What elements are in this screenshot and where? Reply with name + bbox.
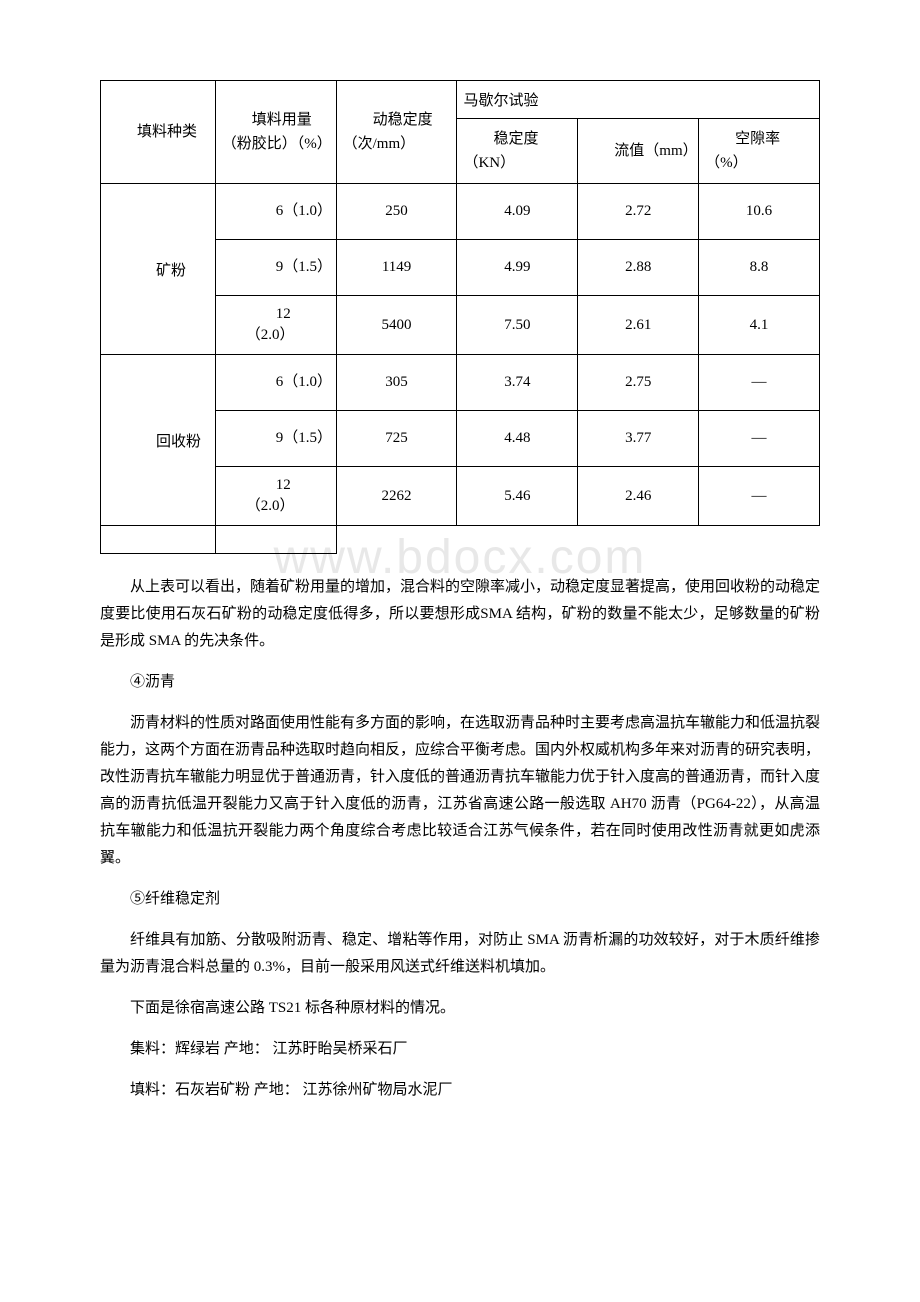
cell-void: —: [699, 411, 820, 467]
cell-kn: 4.99: [457, 240, 578, 296]
col-header-void-rate: 空隙率（%）: [699, 119, 820, 184]
cell-kn: 7.50: [457, 296, 578, 355]
cell-qty: 9（1.5）: [215, 240, 336, 296]
paragraph-filler: 填料：石灰岩矿粉 产地： 江苏徐州矿物局水泥厂: [100, 1077, 820, 1104]
cell-void: 8.8: [699, 240, 820, 296]
cell-kn: 5.46: [457, 467, 578, 526]
cell-qty: 9（1.5）: [215, 411, 336, 467]
data-table: 填料种类 填料用量（粉胶比）（%） 动稳定度（次/mm） 马歇尔试验 稳定度（K…: [100, 80, 820, 554]
cell-stable: 5400: [336, 296, 457, 355]
cell-void: 10.6: [699, 184, 820, 240]
cell-qty: 6（1.0）: [215, 355, 336, 411]
cell-stable: 2262: [336, 467, 457, 526]
paragraph-materials-intro: 下面是徐宿高速公路 TS21 标各种原材料的情况。: [100, 995, 820, 1022]
paragraph-asphalt: 沥青材料的性质对路面使用性能有多方面的影响，在选取沥青品种时主要考虑高温抗车辙能…: [100, 710, 820, 872]
cell-stable: 305: [336, 355, 457, 411]
cell-kn: 4.48: [457, 411, 578, 467]
cell-flow: 2.72: [578, 184, 699, 240]
heading-asphalt: ④沥青: [100, 669, 820, 696]
col-header-flow-value: 流值（mm）: [578, 119, 699, 184]
cell-qty: 12（2.0）: [215, 296, 336, 355]
col-header-stability-kn: 稳定度（KN）: [457, 119, 578, 184]
document-content: 填料种类 填料用量（粉胶比）（%） 动稳定度（次/mm） 马歇尔试验 稳定度（K…: [100, 80, 820, 1104]
table-row: 矿粉 6（1.0） 250 4.09 2.72 10.6: [101, 184, 820, 240]
cell-flow: 2.46: [578, 467, 699, 526]
cell-flow: 3.77: [578, 411, 699, 467]
cell-stable: 1149: [336, 240, 457, 296]
cell-void: —: [699, 467, 820, 526]
cell-empty: [215, 526, 336, 554]
cell-void: 4.1: [699, 296, 820, 355]
paragraph-aggregate: 集料：辉绿岩 产地： 江苏盱眙吴桥采石厂: [100, 1036, 820, 1063]
cell-stable: 250: [336, 184, 457, 240]
cell-qty: 12（2.0）: [215, 467, 336, 526]
cell-void: —: [699, 355, 820, 411]
cell-empty: [336, 526, 819, 554]
cell-qty: 6（1.0）: [215, 184, 336, 240]
cell-kn: 4.09: [457, 184, 578, 240]
paragraph-summary: 从上表可以看出，随着矿粉用量的增加，混合料的空隙率减小，动稳定度显著提高，使用回…: [100, 574, 820, 655]
cell-empty: [101, 526, 216, 554]
table-header-row-1: 填料种类 填料用量（粉胶比）（%） 动稳定度（次/mm） 马歇尔试验: [101, 81, 820, 119]
cell-category: 矿粉: [101, 184, 216, 355]
cell-flow: 2.88: [578, 240, 699, 296]
col-header-material-type: 填料种类: [101, 81, 216, 184]
col-header-marshall-test: 马歇尔试验: [457, 81, 820, 119]
cell-stable: 725: [336, 411, 457, 467]
cell-kn: 3.74: [457, 355, 578, 411]
col-header-material-qty: 填料用量（粉胶比）（%）: [215, 81, 336, 184]
paragraph-fiber: 纤维具有加筋、分散吸附沥青、稳定、增粘等作用，对防止 SMA 沥青析漏的功效较好…: [100, 927, 820, 981]
cell-flow: 2.61: [578, 296, 699, 355]
cell-category: 回收粉: [101, 355, 216, 526]
cell-flow: 2.75: [578, 355, 699, 411]
table-row: 回收粉 6（1.0） 305 3.74 2.75 —: [101, 355, 820, 411]
col-header-dynamic-stability: 动稳定度（次/mm）: [336, 81, 457, 184]
table-row-empty: [101, 526, 820, 554]
heading-fiber-stabilizer: ⑤纤维稳定剂: [100, 886, 820, 913]
